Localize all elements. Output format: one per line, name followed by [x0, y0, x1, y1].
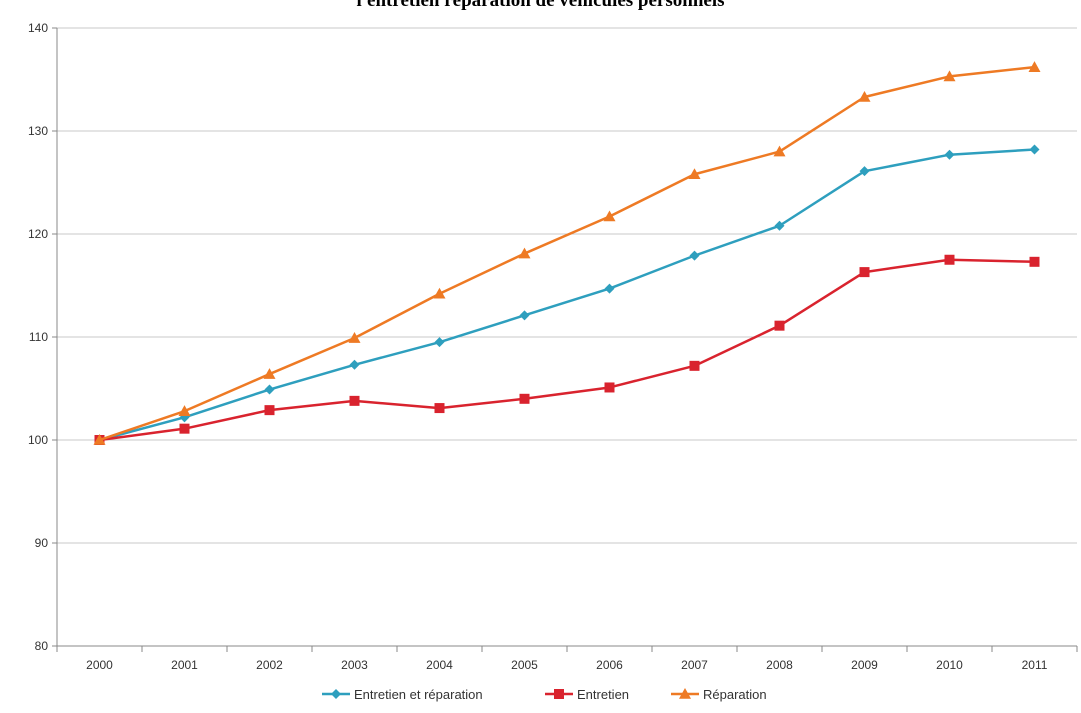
- series-0: [94, 144, 1040, 445]
- data-point: [349, 395, 360, 406]
- x-tick-label: 2005: [511, 658, 538, 672]
- data-point: [434, 337, 445, 348]
- grid-lines: [57, 27, 1077, 544]
- x-tick-label: 2003: [341, 658, 368, 672]
- data-point: [434, 403, 445, 414]
- data-point: [944, 254, 955, 265]
- data-point: [859, 166, 870, 177]
- series-2: [93, 61, 1041, 445]
- x-tick-label: 2008: [766, 658, 793, 672]
- y-tick-label: 100: [28, 433, 48, 447]
- x-tick-label: 2007: [681, 658, 708, 672]
- legend-marker: [331, 689, 341, 699]
- data-point: [689, 250, 700, 261]
- data-point: [604, 382, 615, 393]
- y-tick-label: 110: [29, 330, 48, 344]
- data-point: [943, 70, 956, 82]
- y-tick-label: 120: [28, 227, 48, 241]
- y-tick-label: 140: [28, 21, 48, 35]
- legend-item-2: Réparation: [671, 687, 767, 702]
- data-point: [93, 434, 106, 445]
- data-point: [773, 145, 786, 157]
- data-point: [1029, 144, 1040, 155]
- x-tick-label: 2006: [596, 658, 623, 672]
- series-line-0: [99, 148, 1035, 442]
- data-point: [433, 287, 446, 299]
- data-point: [604, 283, 615, 294]
- data-point: [944, 149, 955, 160]
- x-tick-label: 2010: [936, 658, 963, 672]
- legend: Entretien et réparation Entretien Réparati…: [322, 687, 767, 702]
- x-tick-label: 2009: [851, 658, 878, 672]
- data-point: [349, 359, 360, 370]
- legend-marker: [679, 688, 691, 699]
- data-point: [179, 423, 190, 434]
- x-tick-label: 2000: [86, 658, 113, 672]
- data-point: [859, 267, 870, 278]
- data-point: [688, 168, 701, 180]
- legend-item-1: Entretien: [545, 687, 629, 702]
- data-point: [264, 405, 275, 416]
- axes: 80 90 100 110 120 130 140 2000 2001 2002 2003 2004 2…: [28, 21, 1078, 672]
- legend-item-0: Entretien et réparation: [322, 687, 483, 702]
- data-point: [1028, 61, 1041, 72]
- data-point: [774, 320, 785, 331]
- data-point: [1029, 256, 1040, 267]
- data-point: [263, 368, 276, 379]
- data-point: [774, 220, 785, 231]
- x-tick-label: 2001: [171, 658, 198, 672]
- data-point: [348, 332, 361, 343]
- x-tick-label: 2002: [256, 658, 283, 672]
- data-point: [689, 360, 700, 371]
- chart-title: l'entretien réparation de véhicules pers…: [356, 0, 725, 11]
- data-point: [518, 247, 531, 259]
- legend-marker: [554, 689, 564, 699]
- data-point: [519, 393, 530, 404]
- y-tick-label: 80: [35, 639, 49, 653]
- data-point: [178, 405, 191, 416]
- x-tick-label: 2004: [426, 658, 453, 672]
- y-tick-label: 130: [28, 124, 48, 138]
- series-line-1: [99, 258, 1035, 442]
- legend-label: Entretien: [577, 687, 629, 702]
- data-point: [603, 210, 616, 222]
- legend-label: Réparation: [703, 687, 767, 702]
- data-point: [519, 310, 530, 321]
- series-1: [94, 254, 1040, 445]
- x-tick-label: 2011: [1022, 658, 1048, 672]
- legend-label: Entretien et réparation: [354, 687, 483, 702]
- data-point: [858, 91, 871, 102]
- series-group: [93, 61, 1041, 445]
- data-point: [264, 384, 275, 395]
- y-tick-label: 90: [35, 536, 49, 550]
- series-line-2: [99, 65, 1035, 442]
